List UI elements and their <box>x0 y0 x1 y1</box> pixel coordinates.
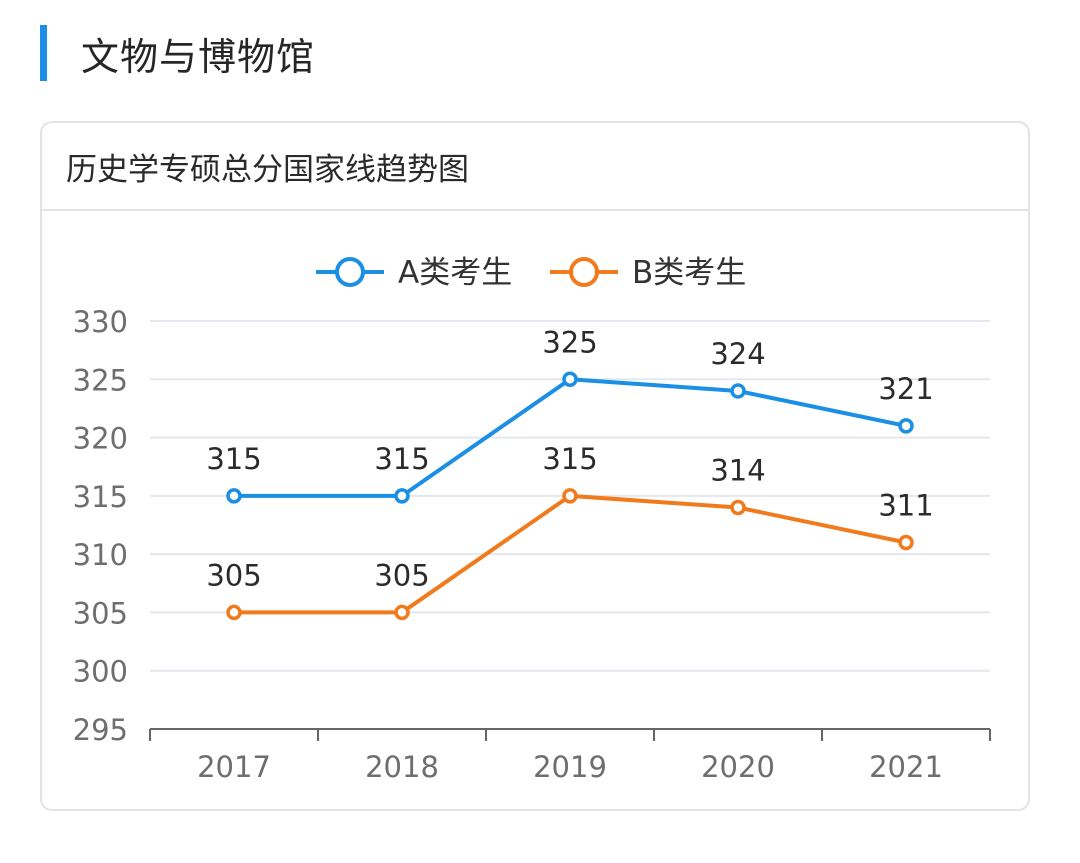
data-label: 321 <box>878 372 933 406</box>
data-label: 305 <box>206 558 261 592</box>
card-header: 历史学专硕总分国家线趋势图 <box>42 123 1028 211</box>
data-point <box>226 604 242 621</box>
chart-title: 历史学专硕总分国家线趋势图 <box>66 151 469 188</box>
y-tick-label: 305 <box>73 596 128 630</box>
x-tick-label: 2018 <box>365 750 439 784</box>
data-label: 315 <box>374 442 429 476</box>
x-tick-label: 2021 <box>869 750 943 784</box>
data-label: 314 <box>710 454 765 488</box>
x-tick-label: 2020 <box>701 750 775 784</box>
legend-marker <box>569 257 599 287</box>
y-tick-label: 295 <box>73 713 128 747</box>
data-point <box>394 604 410 621</box>
data-point <box>562 488 578 504</box>
data-point <box>730 383 746 399</box>
legend-label: A类考生 <box>398 255 512 291</box>
data-point <box>226 488 242 504</box>
y-tick-label: 325 <box>73 363 128 397</box>
legend-marker <box>335 257 365 287</box>
legend-label: B类考生 <box>632 255 746 291</box>
y-tick-label: 300 <box>73 655 128 689</box>
chart-card: 历史学专硕总分国家线趋势图 <box>40 121 1030 811</box>
x-tick-label: 2019 <box>533 750 607 784</box>
section-title: 文物与博物馆 <box>81 34 316 79</box>
data-label: 305 <box>374 558 429 592</box>
y-tick-label: 330 <box>73 305 128 339</box>
data-point <box>898 418 914 434</box>
section-header: 文物与博物馆 <box>40 24 315 82</box>
data-label: 315 <box>206 442 261 476</box>
data-label: 324 <box>710 337 765 371</box>
data-point <box>562 371 578 388</box>
y-tick-label: 310 <box>73 538 128 572</box>
data-point <box>730 499 746 516</box>
data-label: 311 <box>878 488 933 522</box>
y-tick-label: 320 <box>73 422 128 456</box>
y-tick-label: 315 <box>73 480 128 514</box>
data-point <box>394 488 410 504</box>
data-label: 325 <box>542 325 597 359</box>
x-tick-label: 2017 <box>197 750 271 784</box>
data-label: 315 <box>542 442 597 476</box>
data-point <box>898 534 914 551</box>
section-accent-bar <box>40 25 47 81</box>
